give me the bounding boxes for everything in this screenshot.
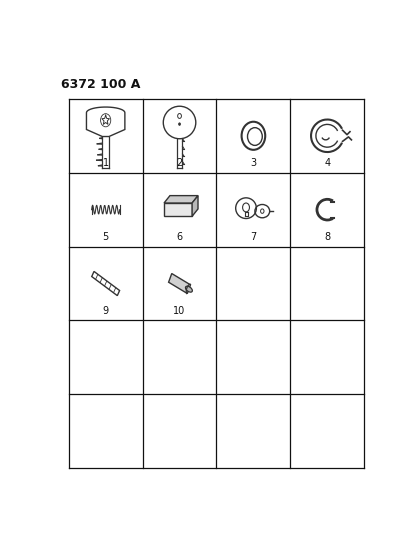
Polygon shape — [192, 196, 198, 216]
Text: 6: 6 — [176, 232, 182, 241]
Text: 7: 7 — [249, 232, 256, 241]
Text: 3: 3 — [250, 158, 256, 168]
Text: 4: 4 — [324, 158, 330, 168]
Ellipse shape — [185, 286, 192, 292]
Text: 5: 5 — [102, 232, 108, 241]
Text: 6372 100 A: 6372 100 A — [61, 78, 140, 91]
Text: 10: 10 — [173, 305, 185, 316]
Text: 9: 9 — [102, 305, 108, 316]
Text: 8: 8 — [324, 232, 330, 241]
Text: 1: 1 — [102, 158, 108, 168]
Polygon shape — [164, 203, 192, 216]
Text: 2: 2 — [176, 158, 182, 168]
Circle shape — [178, 123, 180, 125]
Polygon shape — [164, 196, 198, 203]
Polygon shape — [168, 273, 190, 294]
